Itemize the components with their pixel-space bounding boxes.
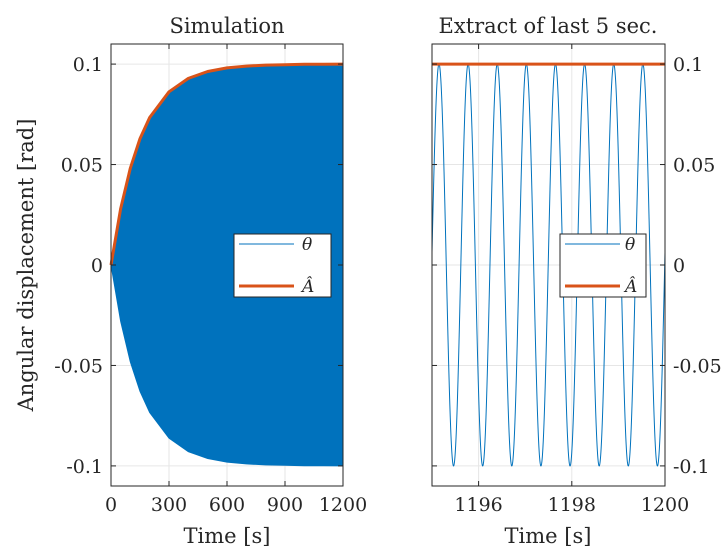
x-tick-label: 1200	[641, 494, 689, 516]
x-tick-label: 600	[209, 494, 245, 516]
legend: θ Â	[559, 233, 647, 298]
y-tick-label: -0.05	[54, 355, 103, 377]
y-axis-label: Angular displacement [rad]	[14, 119, 38, 413]
x-axis-label: Time [s]	[184, 524, 271, 548]
tick-marks	[110, 44, 344, 486]
y-tick-label: 0.05	[673, 155, 715, 177]
chart-title: Simulation	[169, 14, 284, 38]
x-tick-label: 300	[151, 494, 187, 516]
legend-box	[233, 233, 332, 298]
legend-label-ahat: Â	[300, 276, 314, 297]
y-tick-labels: -0.1 -0.05 0 0.05 0.1	[673, 54, 722, 478]
x-tick-label: 900	[267, 494, 303, 516]
y-tick-label: 0.05	[61, 155, 103, 177]
x-tick-labels: 1196 1198 1200	[454, 494, 689, 516]
series-ahat-line	[109, 62, 344, 266]
extract-panel: Extract of last 5 sec. 1196 1198 1200 -0.1…	[431, 14, 722, 548]
x-tick-label: 1200	[319, 494, 367, 516]
x-tick-label: 1196	[454, 494, 502, 516]
legend-label-theta: θ	[625, 235, 635, 255]
y-tick-label: -0.1	[66, 456, 103, 478]
y-tick-label: 0.1	[673, 54, 703, 76]
plot-marks	[431, 62, 666, 467]
x-axis-label: Time [s]	[505, 524, 592, 548]
y-tick-labels: -0.1 -0.05 0 0.05 0.1	[54, 54, 103, 478]
y-tick-label: -0.1	[673, 456, 710, 478]
chart-title: Extract of last 5 sec.	[439, 14, 658, 38]
plot-marks	[109, 62, 344, 467]
y-tick-label: 0	[91, 255, 103, 277]
legend: θ Â	[233, 233, 332, 298]
x-tick-labels: 0 300 600 900 1200	[105, 494, 367, 516]
x-tick-label: 1198	[548, 494, 596, 516]
legend-label-theta: θ	[302, 235, 312, 255]
tick-marks	[432, 44, 666, 486]
y-tick-label: -0.05	[673, 355, 722, 377]
series-theta-line	[431, 63, 666, 467]
y-tick-label: 0.1	[73, 54, 103, 76]
y-tick-label: 0	[673, 255, 685, 277]
x-tick-label: 0	[105, 494, 117, 516]
simulation-panel: Simulation 0 300 600 900 1200 -0.1 -0.05 0 0.05…	[14, 14, 367, 548]
legend-label-ahat: Â	[623, 276, 637, 297]
